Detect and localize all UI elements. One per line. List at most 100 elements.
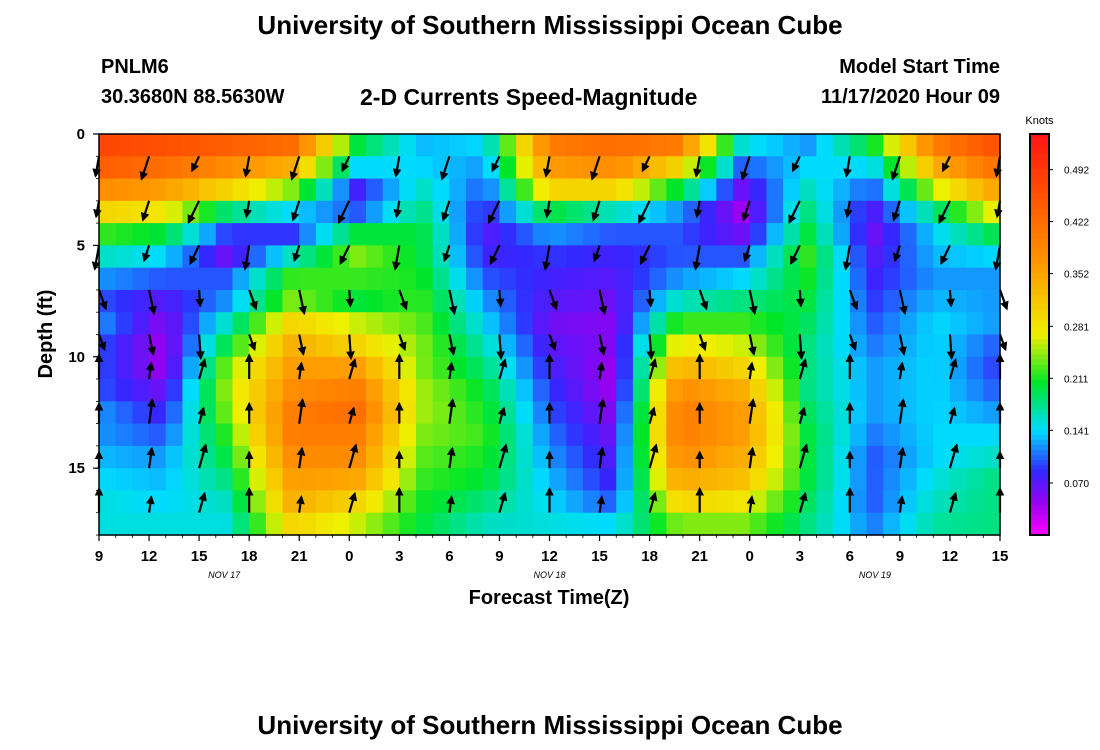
current-arrow (447, 398, 457, 424)
heat-cell (582, 289, 601, 313)
heat-cell (599, 178, 617, 202)
heat-cell (365, 178, 384, 202)
colorbar-swatch (1030, 529, 1049, 536)
heat-cell (299, 156, 317, 180)
x-tick-label: 18 (241, 548, 258, 565)
current-arrow (339, 244, 351, 265)
current-arrow (147, 398, 156, 424)
current-arrow (297, 398, 306, 424)
current-arrow (946, 289, 955, 308)
heat-cell (132, 490, 150, 514)
current-arrow (648, 491, 658, 514)
heat-cell (399, 379, 417, 402)
heat-cell (99, 468, 117, 492)
heat-cell (566, 312, 584, 336)
current-arrow (747, 398, 757, 424)
heat-cell (99, 401, 117, 425)
current-arrow (548, 289, 559, 311)
heat-cell (916, 200, 934, 224)
current-arrow (692, 245, 702, 271)
heat-cell (182, 223, 200, 246)
current-arrow (798, 443, 809, 469)
current-arrow (248, 289, 258, 311)
current-arrow (446, 495, 455, 513)
heat-cell (866, 379, 884, 402)
heat-cell (949, 512, 968, 536)
colorbar-swatch (1030, 459, 1049, 466)
heat-cell (132, 223, 150, 246)
heat-cell (849, 379, 868, 402)
heat-cell (449, 512, 467, 536)
current-arrow (198, 443, 208, 469)
heat-cell (933, 334, 951, 358)
colorbar-swatch (1030, 384, 1049, 391)
heat-cell (265, 512, 284, 536)
heat-cell (482, 401, 501, 425)
heat-cell (966, 468, 984, 492)
heat-cell (115, 490, 133, 514)
heat-cell (799, 156, 818, 180)
x-tick-label: 0 (345, 548, 353, 565)
heat-cell (482, 512, 501, 536)
heat-cell (365, 445, 384, 469)
heat-cell (416, 289, 434, 313)
heat-cell (332, 423, 350, 447)
current-arrow (742, 245, 752, 263)
current-arrow (145, 495, 155, 513)
x-tick-label: 15 (591, 548, 608, 565)
heat-cell (783, 379, 801, 402)
heat-cell (666, 445, 684, 469)
heat-cell (265, 401, 284, 425)
heat-cell (816, 223, 834, 246)
colorbar-swatch (1030, 434, 1049, 441)
colorbar-swatch (1030, 319, 1049, 326)
colorbar-swatch (1030, 269, 1049, 275)
heat-cell (165, 445, 184, 469)
heat-cell (182, 512, 200, 536)
heat-cell (432, 289, 450, 313)
heat-cell (399, 178, 417, 202)
heat-cell (766, 401, 784, 425)
heat-cell (149, 267, 167, 291)
heat-cell (733, 490, 751, 514)
heat-cell (315, 178, 334, 202)
heat-cell (416, 512, 434, 536)
heat-cell (766, 356, 784, 380)
heat-cell (949, 334, 968, 358)
heat-cell (299, 267, 317, 291)
heat-cell (949, 156, 968, 180)
heat-cell (516, 490, 534, 514)
colorbar-swatch (1030, 479, 1049, 486)
heat-cell (733, 134, 751, 157)
colorbar: Knots 0.492 0.422 0.352 0.281 0.211 0.141 0.070 (1025, 115, 1089, 536)
heat-cell (682, 423, 701, 447)
heat-cell (99, 356, 117, 380)
heat-cell (132, 379, 150, 402)
heat-cell (399, 134, 417, 157)
heat-cell (749, 178, 768, 202)
heat-cell (833, 356, 851, 380)
heat-cell (532, 289, 551, 313)
heat-cell (315, 267, 334, 291)
current-arrow (497, 406, 507, 424)
heat-cell (265, 423, 284, 447)
heat-cell (733, 401, 751, 425)
heat-cell (983, 178, 1001, 202)
x-tick-label: 12 (141, 548, 158, 565)
heat-cell (849, 200, 868, 224)
heat-cell (432, 379, 450, 402)
heat-cell (866, 134, 884, 157)
colorbar-swatch (1030, 279, 1049, 285)
heat-cell (899, 512, 918, 536)
heat-cell (466, 289, 484, 313)
heat-cell (883, 379, 901, 402)
heat-cell (499, 512, 517, 536)
heat-cell (332, 267, 350, 291)
heat-cell (783, 334, 801, 358)
footer-title: University of Southern Mississippi Ocean… (257, 710, 843, 740)
heat-cell (733, 334, 751, 358)
heat-cell (783, 423, 801, 447)
heat-cell (516, 178, 534, 202)
current-arrow (896, 361, 906, 380)
heat-cell (232, 468, 250, 492)
